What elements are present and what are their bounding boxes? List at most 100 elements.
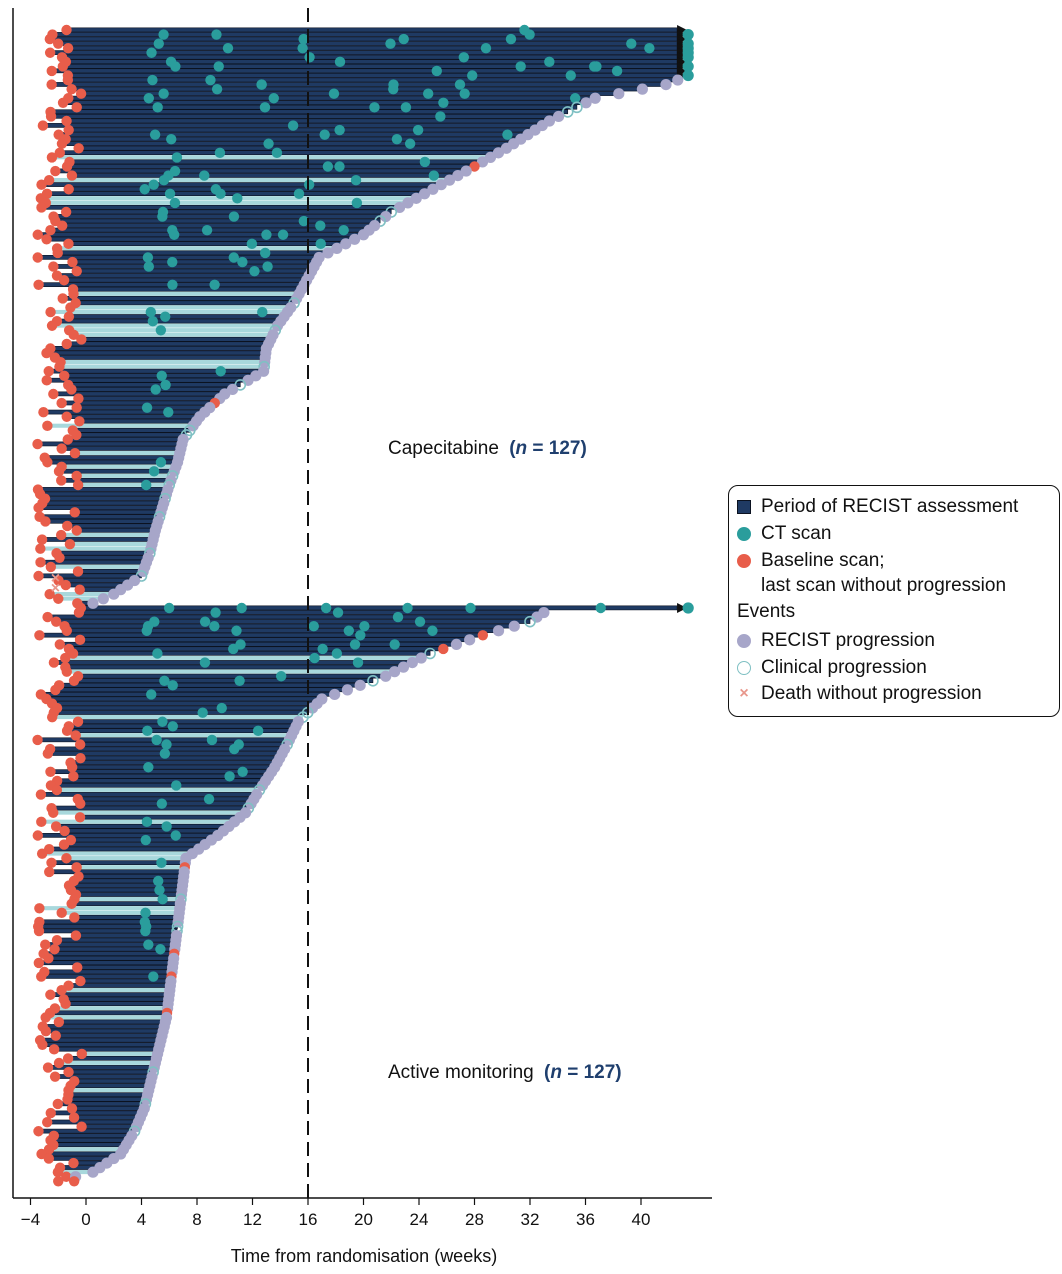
ct-scan-dot <box>428 170 440 181</box>
recist-progression-dot <box>402 197 414 209</box>
ct-scan-dot <box>145 306 157 318</box>
baseline-dot <box>60 206 72 218</box>
period-bar <box>59 555 149 561</box>
baseline-dot <box>41 347 52 359</box>
ct-scan-dot <box>210 607 221 618</box>
ct-scan-dot <box>565 70 576 81</box>
death-cross-icon: × <box>739 685 749 702</box>
period-bar <box>73 678 374 684</box>
ct-scan-dot <box>157 716 168 727</box>
active-monitoring-n-symbol: n <box>550 1062 562 1083</box>
death-cross-mark: × <box>51 580 60 597</box>
baseline-dot <box>56 985 67 996</box>
period-bar <box>65 1001 169 1007</box>
period-bar <box>51 701 318 706</box>
ct-scan-dot <box>268 93 279 104</box>
period-bar <box>66 27 678 33</box>
period-bar <box>73 1115 141 1120</box>
baseline-dot <box>32 438 43 450</box>
period-bar <box>64 828 224 834</box>
period-bar <box>52 32 678 37</box>
baseline-dot <box>71 525 82 536</box>
baseline-dot <box>57 61 69 72</box>
baseline-dot <box>43 1144 55 1155</box>
period-bar <box>48 955 174 961</box>
period-bar <box>51 155 491 160</box>
baseline-dot <box>68 1112 80 1123</box>
baseline-dot <box>41 234 52 245</box>
baseline-dot <box>40 1012 51 1023</box>
ct-scan-dot <box>228 211 240 222</box>
ct-scan-dot <box>171 780 182 791</box>
ct-scan-dot <box>155 325 167 336</box>
ct-scan-dot <box>141 816 153 828</box>
baseline-dot <box>40 1025 52 1037</box>
baseline-dot <box>55 529 67 541</box>
active-monitoring-name: Active monitoring <box>388 1062 534 1083</box>
recist-progression-dot <box>108 588 120 600</box>
baseline-dot-icon <box>737 554 751 568</box>
ct-scan-dot <box>164 188 176 199</box>
recist-progression-dot <box>435 179 447 191</box>
period-bar <box>62 100 587 106</box>
baseline-dot <box>35 789 47 800</box>
period-bar <box>53 710 309 715</box>
ct-scan-dot <box>213 61 224 72</box>
recist-progression-dot <box>388 666 401 678</box>
period-bar <box>42 851 193 856</box>
baseline-dot <box>32 830 43 841</box>
period-bar <box>65 664 404 670</box>
period-bar <box>52 323 278 328</box>
ct-scan-dot <box>298 215 310 227</box>
ct-scan-dot <box>308 621 319 632</box>
ct-scan-dot <box>211 83 223 95</box>
ct-scan-dot <box>159 675 170 686</box>
ct-scan-dot <box>320 602 332 614</box>
period-bar <box>78 145 507 151</box>
ct-scan-dot-icon <box>737 527 751 541</box>
period-bar <box>75 733 292 738</box>
ct-scan-dot <box>412 124 424 136</box>
ct-scan-dot <box>644 43 655 54</box>
period-bar <box>39 491 167 497</box>
ct-scan-dot <box>524 29 535 40</box>
baseline-dot <box>44 589 55 600</box>
period-bar <box>61 446 182 451</box>
baseline-dot <box>71 862 82 873</box>
ct-scan-dot <box>480 43 492 54</box>
baseline-dot <box>63 311 75 322</box>
baseline-dot <box>56 138 68 149</box>
period-bar <box>63 996 169 1002</box>
baseline-dot <box>63 238 74 250</box>
baseline-dot <box>37 1039 48 1051</box>
period-bar <box>50 782 263 788</box>
baseline-dot <box>40 516 51 527</box>
period-bar <box>42 500 165 506</box>
baseline-dot <box>64 538 76 550</box>
baseline-dot <box>72 716 84 727</box>
ct-scan-dot <box>414 616 426 627</box>
period-bar <box>49 50 678 55</box>
ct-scan-dot <box>205 74 216 86</box>
baseline-dot <box>61 666 72 677</box>
period-bar <box>61 141 514 146</box>
ct-scan-dot <box>141 402 153 413</box>
ct-scan-dot <box>682 60 694 72</box>
ct-scan-dot <box>422 88 434 99</box>
ct-scan-dot <box>352 657 364 668</box>
ct-scan-dot <box>331 648 343 659</box>
ct-scan-dot <box>351 197 363 209</box>
baseline-dot <box>45 225 56 236</box>
baseline-dot <box>60 998 71 1010</box>
ct-scan-dot <box>167 680 178 691</box>
baseline-dot <box>76 1121 87 1132</box>
ct-scan-dot <box>505 33 517 45</box>
ct-scan-dot <box>400 102 412 113</box>
ct-scan-dot <box>515 61 526 72</box>
baseline-dot <box>66 83 77 95</box>
ct-scan-dot <box>161 821 172 832</box>
ct-scan-dot <box>682 602 694 614</box>
baseline-dot <box>44 47 56 58</box>
baseline-dot <box>33 957 45 969</box>
